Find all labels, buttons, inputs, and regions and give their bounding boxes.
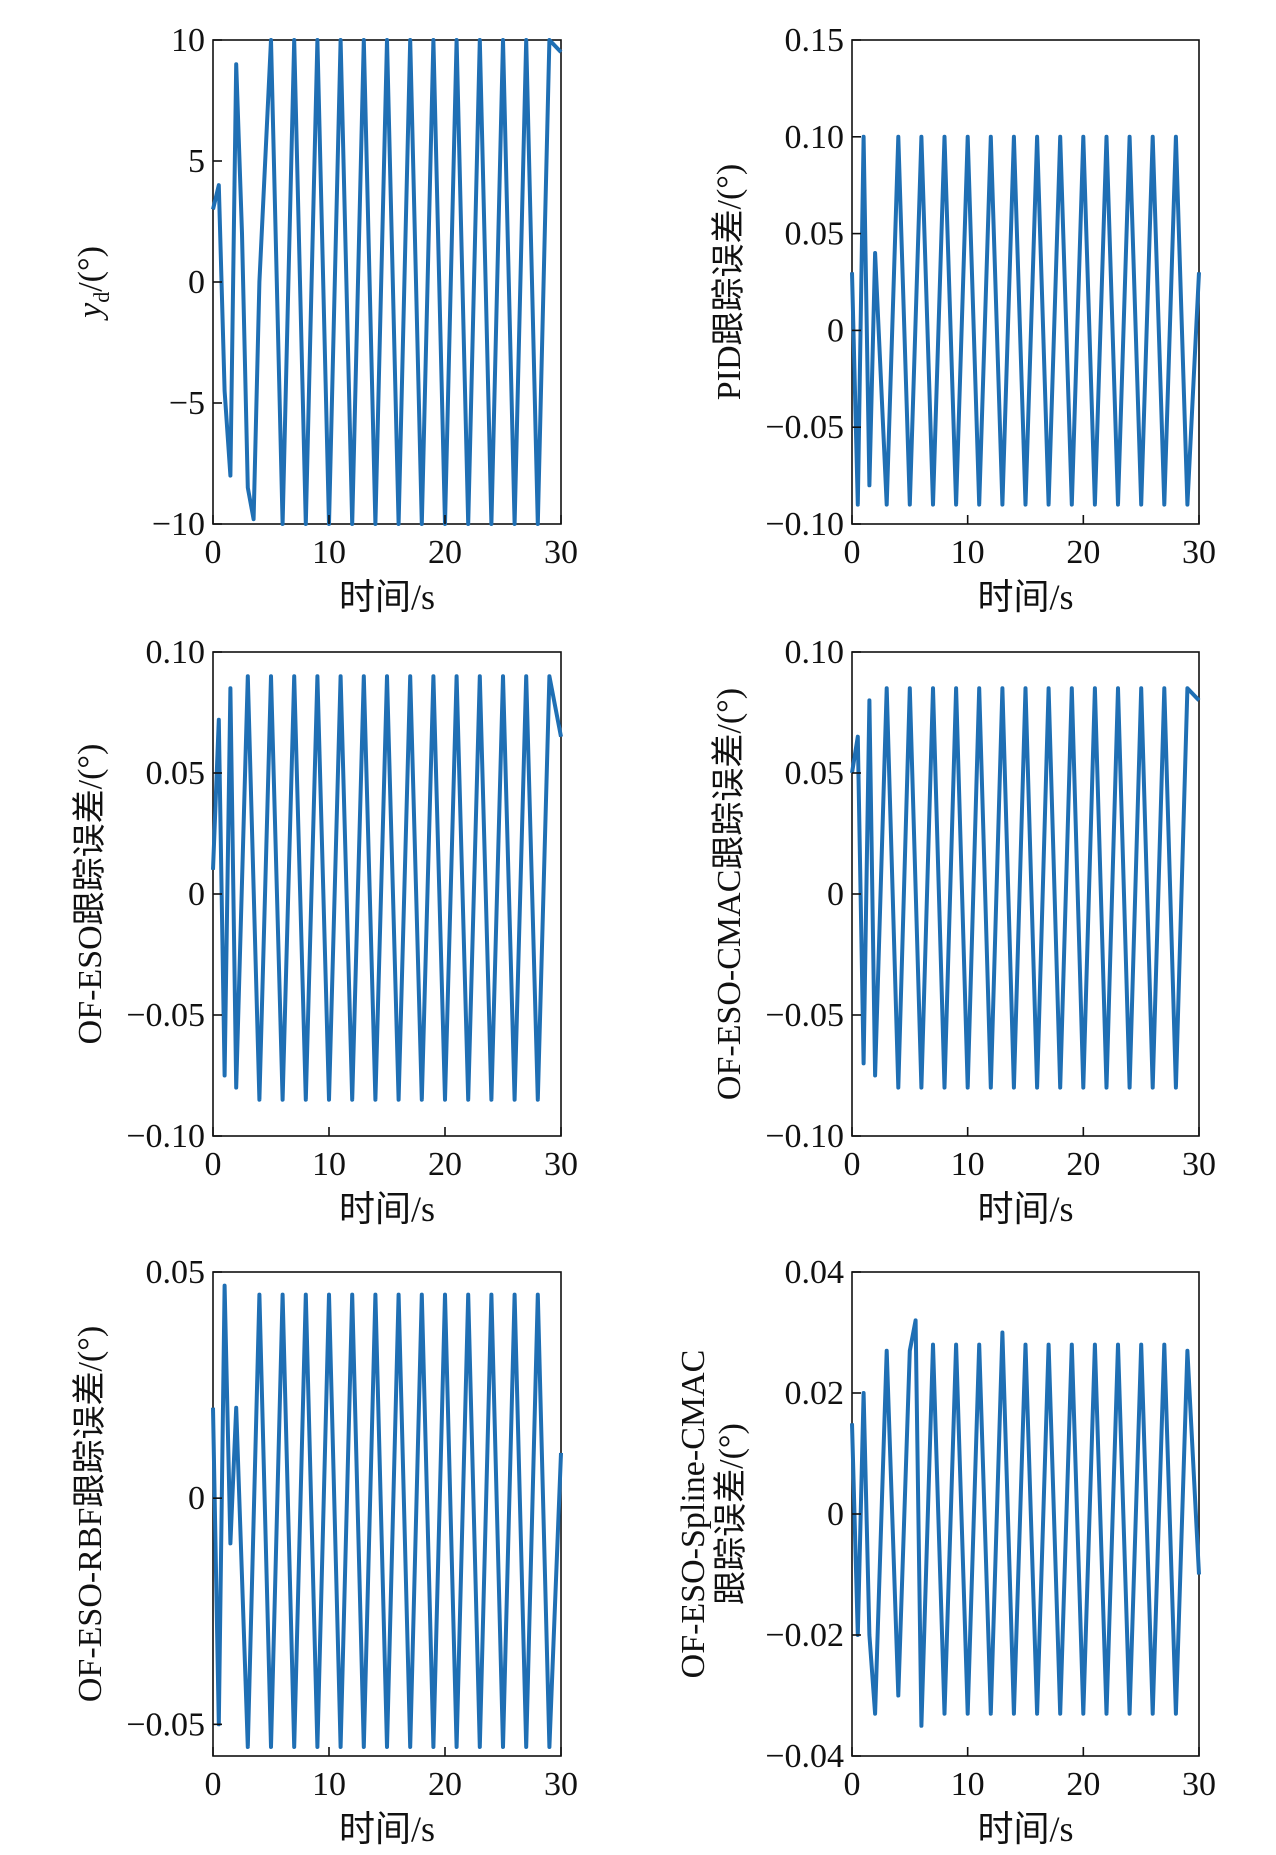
x-tick-label: 20 [428, 534, 462, 571]
x-tick-label: 20 [1066, 534, 1100, 571]
panel-ofeso: 0 10 20 30 −0.10 −0.05 0 0.05 0.10 时间/s OF-ESO跟踪误差… [71, 634, 578, 1229]
x-tick-label: 0 [205, 1766, 222, 1803]
x-tick-label: 0 [205, 534, 222, 571]
y-tick-label: −5 [169, 385, 205, 422]
y-tick-label: 0.05 [146, 755, 206, 792]
y-tick-label: 0.10 [785, 119, 845, 156]
series-line-0 [850, 686, 1201, 1090]
panel-ofeso-spline-cmac: 0 10 20 30 −0.04 −0.02 0 0.02 0.04 时间/s OF-ESO-Spl… [675, 1254, 1216, 1849]
y-tick-label: 0.02 [785, 1375, 845, 1412]
x-axis-label: 时间/s [339, 1809, 435, 1849]
x-axis-label: 时间/s [977, 1809, 1073, 1849]
y-tick-label: 0.10 [146, 634, 206, 671]
y-tick-label: 0 [188, 264, 205, 301]
x-tick-label: 10 [951, 534, 985, 571]
series-line-0 [850, 134, 1201, 507]
y-tick-label: 0.05 [146, 1254, 206, 1291]
y-tick-label: 0.05 [785, 216, 845, 253]
x-axis-label: 时间/s [977, 1189, 1073, 1229]
x-tick-label: 30 [1182, 1146, 1216, 1183]
y-tick-label: 0.10 [785, 634, 845, 671]
x-axis-label: 时间/s [977, 577, 1073, 617]
y-tick-label: −0.10 [765, 1118, 844, 1155]
x-tick-label: 30 [544, 534, 578, 571]
x-tick-label: 10 [312, 534, 346, 571]
y-tick-label: −0.05 [765, 409, 844, 446]
y-tick-label: −0.05 [765, 997, 844, 1034]
y-tick-label: −0.10 [126, 1118, 205, 1155]
series-line-0 [211, 1283, 563, 1749]
y-tick-label: 0 [827, 1496, 844, 1533]
x-tick-label: 0 [205, 1146, 222, 1183]
y-tick-label: −0.10 [765, 506, 844, 543]
y-axis-label-line-1: 跟踪误差/(°) [712, 1423, 750, 1605]
y-tick-label: −0.04 [765, 1738, 844, 1775]
x-tick-label: 30 [544, 1766, 578, 1803]
series-line-0 [850, 1318, 1201, 1728]
y-tick-label: 0.04 [785, 1254, 845, 1291]
y-tick-label: −0.02 [765, 1617, 844, 1654]
y-tick-label: 0 [827, 876, 844, 913]
y-axis-label: OF-ESO-CMAC跟踪误差/(°) [710, 688, 748, 1100]
y-axis-label-line-0: OF-ESO-Spline-CMAC [675, 1350, 712, 1679]
x-axis-label: 时间/s [339, 1189, 435, 1229]
y-tick-label: 5 [188, 143, 205, 180]
x-tick-label: 20 [428, 1766, 462, 1803]
y-axis-label: PID跟踪误差/(°) [710, 164, 748, 400]
x-tick-label: 10 [312, 1766, 346, 1803]
y-tick-label: 0 [827, 312, 844, 349]
y-tick-label: 0 [188, 1480, 205, 1517]
x-tick-label: 10 [312, 1146, 346, 1183]
x-tick-label: 0 [844, 534, 861, 571]
series-line-0 [211, 674, 563, 1102]
series-line-0 [211, 38, 563, 526]
x-tick-label: 30 [544, 1146, 578, 1183]
y-axis-label: OF-ESO-RBF跟踪误差/(°) [71, 1326, 109, 1702]
y-tick-label: 0.15 [785, 22, 845, 59]
panel-ofeso-cmac: 0 10 20 30 −0.10 −0.05 0 0.05 0.10 时间/s OF-ESO-CMA… [710, 634, 1216, 1229]
y-tick-label: −10 [152, 506, 205, 543]
y-tick-label: 10 [171, 22, 205, 59]
x-tick-label: 20 [1066, 1766, 1100, 1803]
y-axis-label: OF-ESO跟踪误差/(°) [71, 744, 109, 1045]
x-tick-label: 20 [1066, 1146, 1100, 1183]
x-tick-label: 10 [951, 1146, 985, 1183]
y-tick-label: 0 [188, 876, 205, 913]
x-tick-label: 10 [951, 1766, 985, 1803]
y-tick-label: 0.05 [785, 755, 845, 792]
x-tick-label: 30 [1182, 1766, 1216, 1803]
panel-yd: 0 10 20 30 −10 −5 0 5 10 时间/s yd/(°) [72, 22, 578, 617]
x-tick-label: 0 [844, 1146, 861, 1183]
x-axis-label: 时间/s [339, 577, 435, 617]
panel-pid: 0 10 20 30 −0.10 −0.05 0 0.05 0.10 0.15 时间/s PID跟踪误… [710, 22, 1216, 617]
x-tick-label: 30 [1182, 534, 1216, 571]
x-tick-label: 0 [844, 1766, 861, 1803]
y-tick-label: −0.05 [126, 1706, 205, 1743]
x-tick-label: 20 [428, 1146, 462, 1183]
y-axis-label: yd/(°) [72, 246, 114, 321]
y-tick-label: −0.05 [126, 997, 205, 1034]
